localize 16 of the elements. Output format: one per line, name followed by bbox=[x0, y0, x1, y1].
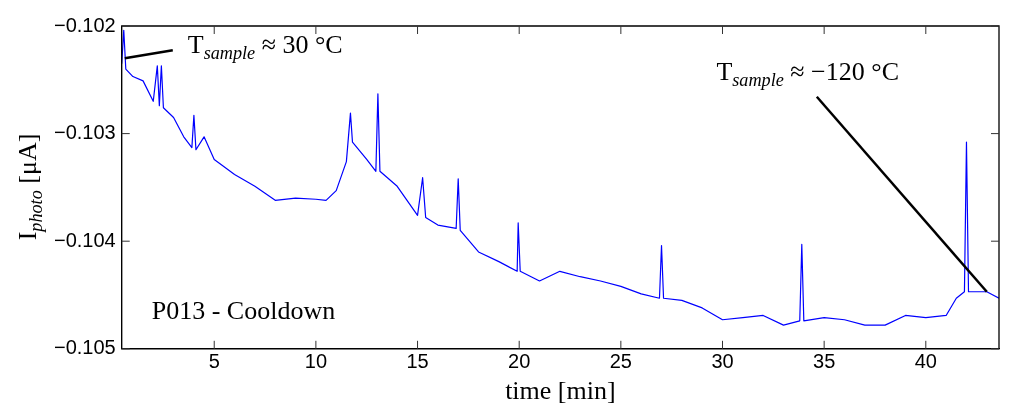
x-tick-label: 5 bbox=[208, 350, 220, 373]
x-tick-label: 30 bbox=[711, 350, 734, 373]
y-tick-label: −0.102 bbox=[53, 13, 116, 36]
x-tick-label: 35 bbox=[813, 350, 836, 373]
y-tick-label: −0.105 bbox=[53, 336, 116, 359]
annotation: P013 - Cooldown bbox=[151, 295, 336, 325]
x-tick-label: 20 bbox=[508, 350, 531, 373]
x-axis-title: time [min] bbox=[505, 376, 616, 406]
y-tick-label: −0.104 bbox=[53, 228, 116, 251]
x-tick-label: 40 bbox=[914, 350, 937, 373]
annotation: T$_{sample}$ ≈ −120 °C bbox=[716, 56, 899, 92]
x-tick-label: 15 bbox=[406, 350, 429, 373]
annotation: T$_{sample}$ ≈ 30 °C bbox=[187, 30, 343, 66]
y-tick-label: −0.103 bbox=[53, 121, 116, 144]
x-tick-label: 25 bbox=[609, 350, 632, 373]
x-tick-label: 10 bbox=[304, 350, 328, 373]
